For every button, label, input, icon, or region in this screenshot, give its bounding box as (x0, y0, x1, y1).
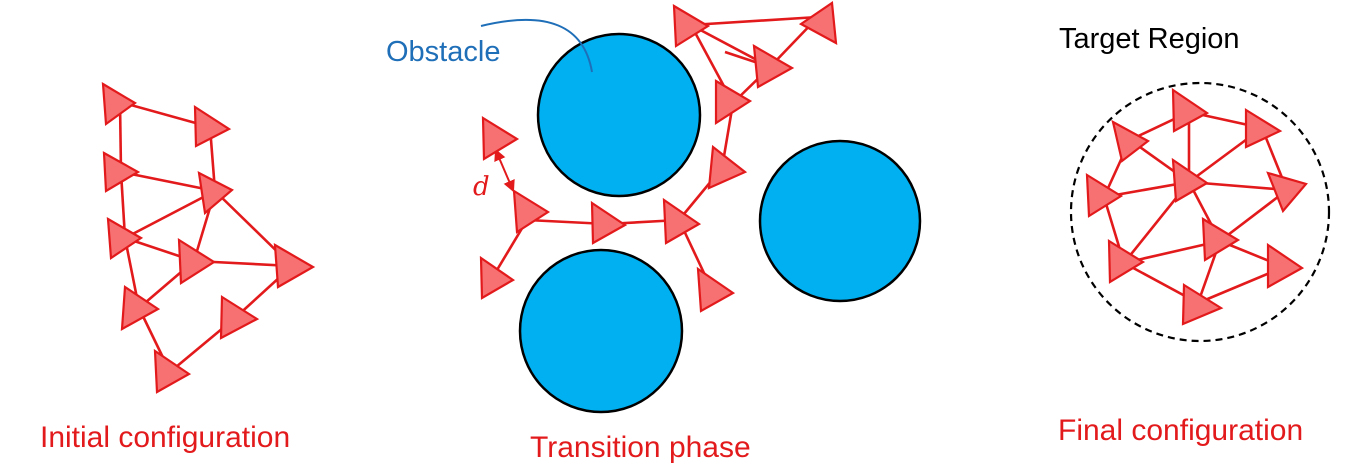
agent-marker (1111, 119, 1151, 163)
final-configuration: Target Region (1059, 23, 1331, 343)
agent-marker (798, 1, 838, 45)
agent-marker (1107, 238, 1146, 284)
agent-marker (219, 295, 260, 340)
agent-marker (1244, 108, 1283, 149)
agent-marker (193, 104, 232, 148)
caption-initial: Initial configuration (40, 421, 290, 454)
transition-phase: Obstacle d (386, 1, 922, 414)
agent-marker (662, 197, 702, 245)
agent-marker (197, 171, 234, 216)
transition-agents (479, 1, 838, 313)
initial-links (118, 100, 293, 373)
agent-marker (1266, 171, 1308, 214)
agent-marker (102, 151, 141, 193)
caption-final: Final configuration (1058, 414, 1303, 447)
initial-configuration (101, 81, 316, 394)
agent-marker (153, 348, 192, 394)
obstacle-label: Obstacle (386, 36, 500, 68)
agent-marker (1085, 172, 1124, 218)
caption-transition: Transition phase (530, 431, 751, 464)
agent-marker (273, 243, 316, 289)
target-region-circle (1069, 81, 1331, 343)
agent-marker (1266, 242, 1305, 289)
agent-marker (1171, 87, 1210, 133)
initial-agents (101, 81, 316, 394)
agent-marker (714, 79, 753, 126)
distance-arrow (494, 148, 515, 193)
agent-marker (177, 237, 217, 285)
agent-marker (1171, 157, 1210, 203)
final-agents (1085, 87, 1308, 326)
agent-marker (672, 4, 711, 48)
agent-marker (481, 115, 520, 161)
agent-marker (1201, 216, 1241, 262)
agent-marker (120, 285, 161, 331)
agent-marker (1181, 283, 1224, 326)
agent-marker (707, 144, 748, 190)
obstacle-circle-top (536, 32, 702, 198)
obstacle-callout-line (480, 18, 593, 73)
agent-marker (752, 43, 795, 89)
target-region-label: Target Region (1059, 23, 1240, 55)
agent-marker (512, 188, 551, 234)
agent-marker (101, 81, 138, 127)
obstacle-circle-right (758, 139, 922, 303)
agent-marker (590, 200, 628, 245)
agent-marker (106, 217, 144, 260)
agent-marker (696, 266, 736, 313)
distance-label: d (473, 172, 490, 202)
agent-marker (479, 255, 516, 300)
obstacle-circle-bottom (518, 248, 684, 414)
